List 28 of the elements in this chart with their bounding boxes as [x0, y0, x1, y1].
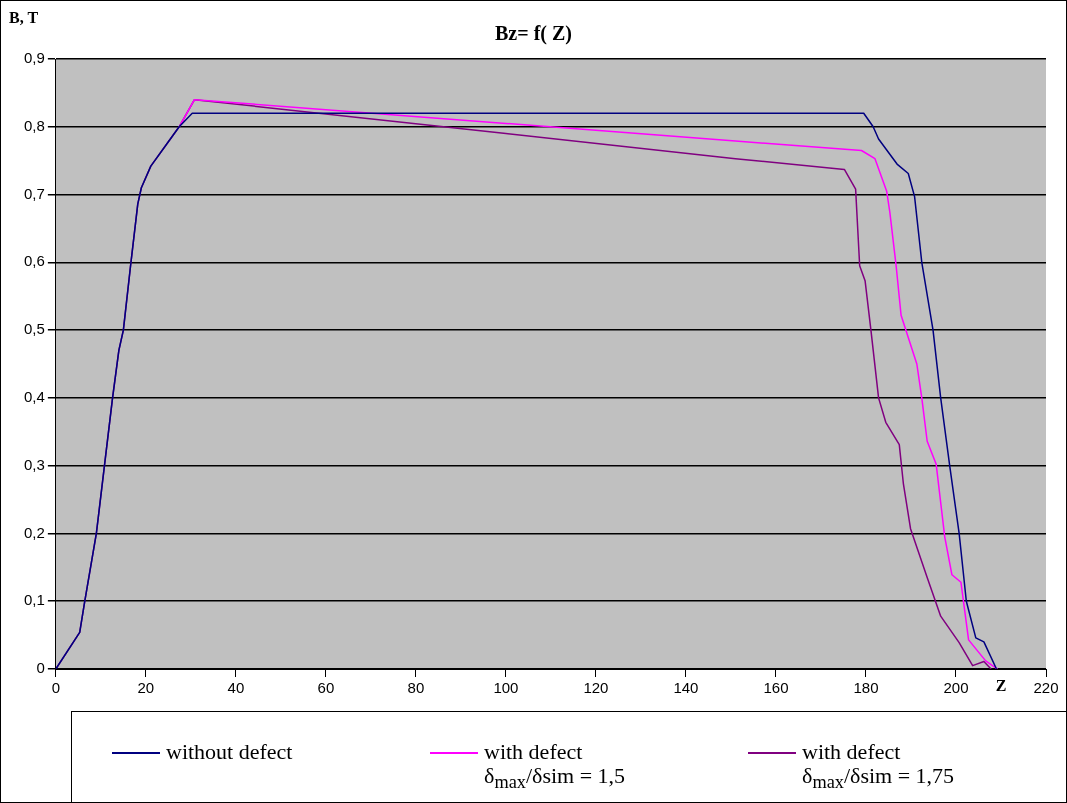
- x-tick-label: 0: [51, 679, 61, 697]
- y-tick-label: 0,5: [23, 320, 45, 338]
- y-axis-title: B, T: [9, 9, 39, 27]
- x-tick-label: 160: [763, 679, 789, 697]
- y-tick-label: 0,6: [23, 252, 45, 270]
- y-tick-label: 0: [36, 659, 45, 677]
- x-tick-label: 40: [227, 679, 245, 697]
- x-tick-label: 120: [583, 679, 609, 697]
- y-tick-label: 0,2: [23, 523, 45, 541]
- x-tick-label: 200: [943, 679, 969, 697]
- y-tick-label: 0,9: [23, 49, 45, 67]
- x-tick-label: 140: [673, 679, 699, 697]
- legend-label: without defect: [166, 739, 293, 764]
- y-tick-label: 0,1: [23, 591, 45, 609]
- legend-label: with defect δ$_{max}$/δsim = 1,75: [802, 739, 955, 795]
- y-tick-label: 0,3: [23, 455, 45, 473]
- x-axis-title: Z: [995, 677, 1007, 695]
- x-tick-label: 180: [853, 679, 879, 697]
- y-tick-label: 0,4: [23, 388, 45, 406]
- x-tick-label: 100: [493, 679, 519, 697]
- x-tick-label: 20: [137, 679, 155, 697]
- x-tick-label: 220: [1033, 679, 1059, 697]
- y-tick-label: 0,7: [23, 184, 45, 202]
- chart-title: Bz= f( Z): [495, 22, 572, 46]
- x-tick-label: 60: [317, 679, 335, 697]
- legend-label: with defect δ$_{max}$/δsim = 1,5: [484, 739, 626, 795]
- y-tick-label: 0,8: [23, 116, 45, 134]
- x-tick-label: 80: [407, 679, 425, 697]
